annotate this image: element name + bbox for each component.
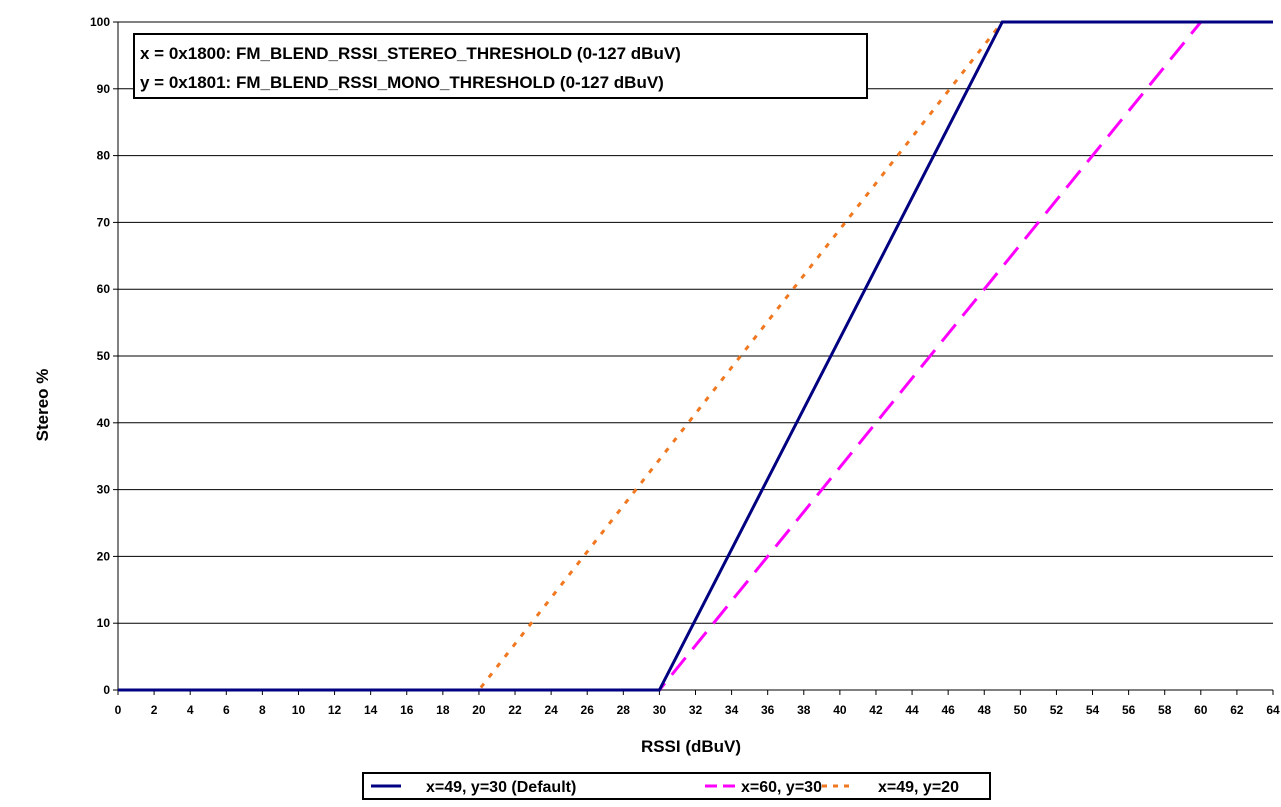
y-tick-label-5: 50 [97,349,111,363]
annotation-line-y: y = 0x1801: FM_BLEND_RSSI_MONO_THRESHOLD… [140,73,664,92]
x-tick-label-15: 30 [653,703,667,717]
y-tick-label-4: 40 [97,416,111,430]
x-tick-label-26: 52 [1050,703,1064,717]
x-tick-label-10: 20 [472,703,486,717]
x-tick-label-27: 54 [1086,703,1100,717]
annotation-frame [133,33,868,99]
x-tick-label-7: 14 [364,703,378,717]
x-tick-label-14: 28 [617,703,631,717]
x-tick-label-2: 4 [187,703,194,717]
x-tick-label-30: 60 [1194,703,1208,717]
x-tick-label-0: 0 [115,703,122,717]
y-axis-ticks: 0 10 20 30 40 50 60 70 80 90 100 [90,15,118,697]
x-tick-label-5: 10 [292,703,306,717]
x-tick-label-8: 16 [400,703,414,717]
legend-frame [362,772,991,800]
x-tick-label-1: 2 [151,703,158,717]
x-tick-label-3: 6 [223,703,230,717]
annotation-box: x = 0x1800: FM_BLEND_RSSI_STEREO_THRESHO… [133,33,868,99]
y-tick-label-1: 10 [97,616,111,630]
y-tick-label-2: 20 [97,549,111,563]
x-tick-label-22: 44 [905,703,919,717]
y-tick-label-8: 80 [97,149,111,163]
annotation-line-x: x = 0x1800: FM_BLEND_RSSI_STEREO_THRESHO… [140,44,681,63]
x-tick-label-4: 8 [259,703,266,717]
x-tick-label-18: 36 [761,703,775,717]
y-tick-label-6: 60 [97,282,111,296]
x-tick-label-19: 38 [797,703,811,717]
y-axis-title: Stereo % [33,369,52,442]
y-tick-label-7: 70 [97,215,111,229]
y-tick-label-3: 30 [97,483,111,497]
x-axis-title: RSSI (dBuV) [641,737,741,756]
x-tick-label-12: 24 [544,703,558,717]
x-tick-label-17: 34 [725,703,739,717]
x-tick-label-29: 58 [1158,703,1172,717]
legend: x=49, y=30 (Default) x=60, y=30 x=49, y=20 [362,772,991,800]
legend-label-2: x=49, y=20 [878,779,959,796]
x-tick-label-20: 40 [833,703,847,717]
legend-label-0: x=49, y=30 (Default) [426,779,576,796]
y-tick-label-0: 0 [103,683,110,697]
x-tick-label-21: 42 [869,703,883,717]
x-tick-label-31: 62 [1230,703,1244,717]
x-tick-label-28: 56 [1122,703,1136,717]
x-tick-label-16: 32 [689,703,703,717]
x-tick-label-32: 64 [1266,703,1280,717]
x-tick-label-11: 22 [508,703,522,717]
x-tick-label-23: 46 [941,703,955,717]
x-tick-label-9: 18 [436,703,450,717]
series-line-0 [118,20,1273,692]
x-tick-label-24: 48 [978,703,992,717]
x-tick-label-6: 12 [328,703,342,717]
legend-label-1: x=60, y=30 [741,779,822,796]
y-tick-label-10: 100 [90,15,110,29]
x-tick-label-25: 50 [1014,703,1028,717]
x-axis-ticks: 0 2 4 6 8 10 12 14 16 18 20 22 24 26 28 30 32 34 36 38 40 42 4… [115,690,1280,717]
x-tick-label-13: 26 [581,703,595,717]
y-tick-label-9: 90 [97,82,111,96]
series-lines [118,20,1273,692]
